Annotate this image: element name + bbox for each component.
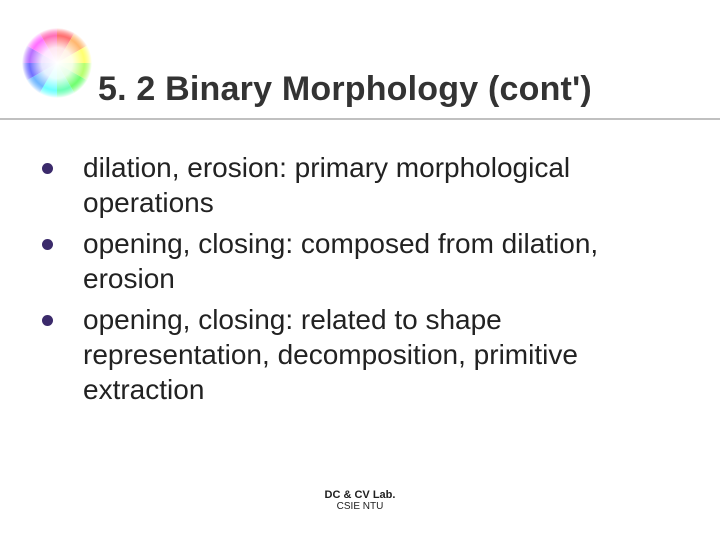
- bullet-text: opening, closing: composed from dilation…: [83, 226, 682, 296]
- slide-footer: DC & CV Lab. CSIE NTU: [0, 489, 720, 512]
- list-item: opening, closing: composed from dilation…: [42, 226, 682, 296]
- color-wheel-logo: [22, 28, 92, 98]
- slide-title: 5. 2 Binary Morphology (cont'): [98, 70, 592, 109]
- footer-line-2: CSIE NTU: [0, 501, 720, 512]
- bullet-list: dilation, erosion: primary morphological…: [42, 150, 682, 413]
- bullet-text: opening, closing: related to shape repre…: [83, 302, 682, 407]
- bullet-icon: [42, 163, 53, 174]
- slide: 5. 2 Binary Morphology (cont') dilation,…: [0, 0, 720, 540]
- footer-line-1: DC & CV Lab.: [0, 489, 720, 501]
- bullet-text: dilation, erosion: primary morphological…: [83, 150, 682, 220]
- bullet-icon: [42, 315, 53, 326]
- list-item: dilation, erosion: primary morphological…: [42, 150, 682, 220]
- bullet-icon: [42, 239, 53, 250]
- list-item: opening, closing: related to shape repre…: [42, 302, 682, 407]
- title-underline: [0, 118, 720, 120]
